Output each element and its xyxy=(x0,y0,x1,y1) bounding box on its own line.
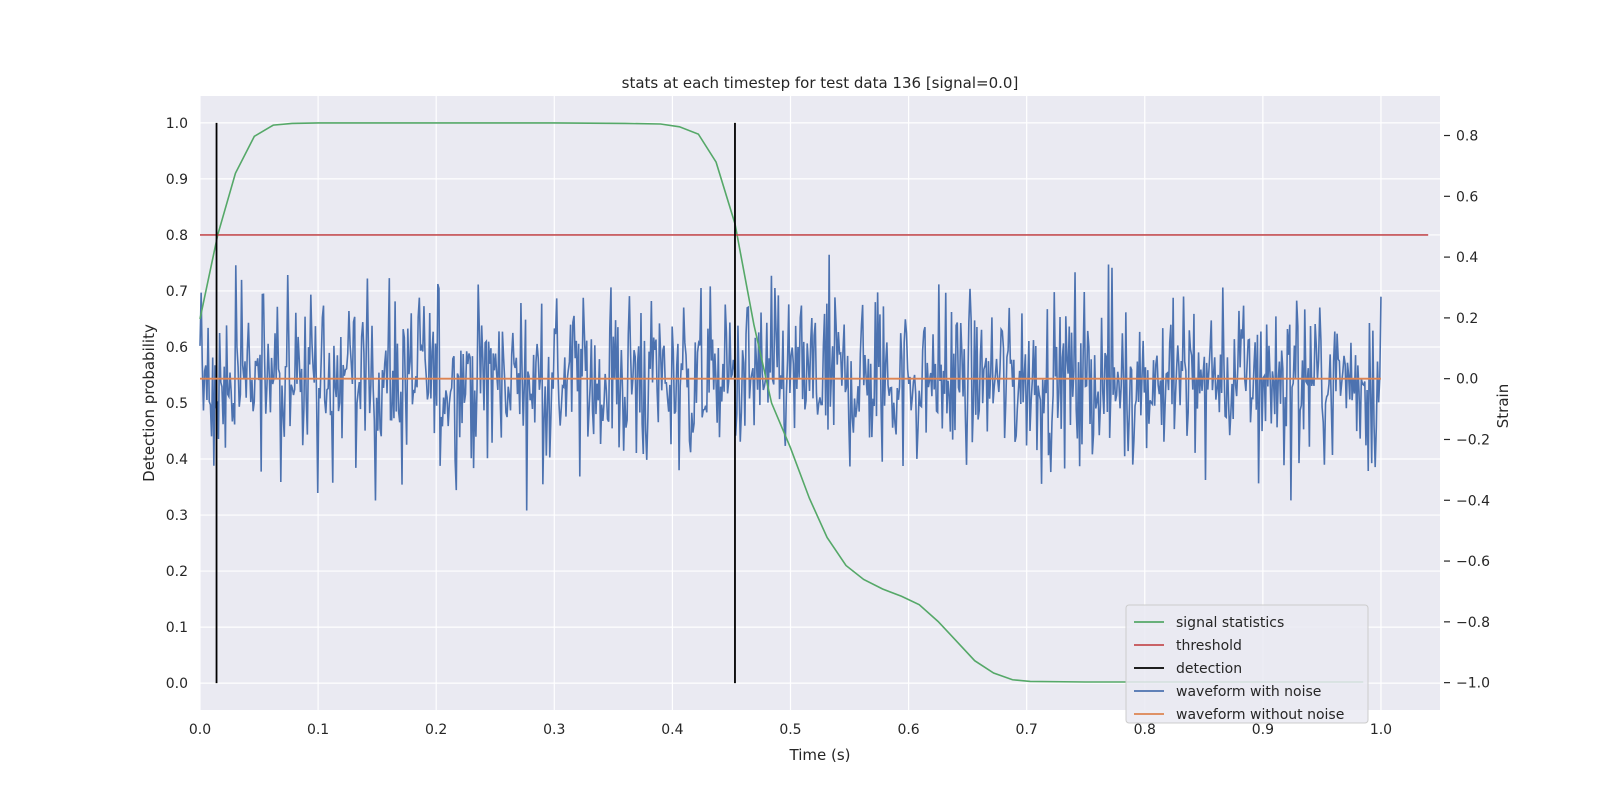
x-tick-label: 0.9 xyxy=(1252,722,1274,738)
right-axis-ticks: −1.0 −0.8 −0.6 −0.4 −0.2 0.0 0.2 0.4 0.6 0.8 xyxy=(1444,129,1490,692)
y-tick-label-right: 0.2 xyxy=(1456,311,1478,327)
y-tick-label-right: −0.8 xyxy=(1456,615,1490,631)
legend-box xyxy=(1125,604,1369,724)
x-tick-label: 0.3 xyxy=(543,722,565,738)
x-tick-label: 0.2 xyxy=(425,722,447,738)
x-tick-label: 0.5 xyxy=(779,722,801,738)
waveform-with-noise-line xyxy=(199,254,1382,511)
y-tick-label-right: −0.2 xyxy=(1456,432,1490,448)
legend-label-waveform-without-noise: waveform without noise xyxy=(1176,707,1344,723)
legend-label-detection: detection xyxy=(1176,661,1242,677)
y-tick-label-left: 0.4 xyxy=(166,452,188,468)
x-tick-label: 0.4 xyxy=(661,722,683,738)
x-tick-label: 0.6 xyxy=(897,722,919,738)
y-tick-label-left: 0.1 xyxy=(166,620,188,636)
y-axis-label-left: Detection probability xyxy=(140,324,158,482)
y-tick-label-right: 0.4 xyxy=(1456,250,1478,266)
y-tick-label-right: 0.8 xyxy=(1456,129,1478,145)
left-axis-ticks: 0.0 0.1 0.2 0.3 0.4 0.5 0.6 0.7 0.8 0.9 1.0 xyxy=(166,116,188,692)
detection-layer xyxy=(215,122,736,684)
legend-label-signal-statistics: signal statistics xyxy=(1176,615,1284,631)
y-tick-label-left: 0.0 xyxy=(166,676,188,692)
x-axis-ticks: 0.0 0.1 0.2 0.3 0.4 0.5 0.6 0.7 0.8 0.9 1.0 xyxy=(189,722,1392,738)
y-tick-label-left: 1.0 xyxy=(166,116,188,132)
y-tick-label-right: 0.0 xyxy=(1456,372,1478,388)
legend-label-threshold: threshold xyxy=(1176,638,1242,654)
y-tick-label-right: −1.0 xyxy=(1456,676,1490,692)
y-tick-label-right: −0.4 xyxy=(1456,493,1490,509)
y-axis-label-right: Strain xyxy=(1494,384,1512,428)
x-tick-label: 0.7 xyxy=(1016,722,1038,738)
x-tick-label: 1.0 xyxy=(1370,722,1392,738)
x-tick-label: 0.0 xyxy=(189,722,211,738)
chart-title: stats at each timestep for test data 136… xyxy=(622,74,1019,92)
y-tick-label-right: −0.6 xyxy=(1456,554,1490,570)
y-tick-label-left: 0.5 xyxy=(166,396,188,412)
y-tick-label-left: 0.3 xyxy=(166,508,188,524)
y-tick-label-left: 0.6 xyxy=(166,340,188,356)
signal-statistics-line xyxy=(199,122,1364,683)
x-tick-label: 0.8 xyxy=(1134,722,1156,738)
signal-statistics-layer xyxy=(199,122,1364,683)
y-tick-label-left: 0.8 xyxy=(166,228,188,244)
y-tick-label-left: 0.2 xyxy=(166,564,188,580)
waveform-with-noise-layer xyxy=(199,254,1382,511)
y-tick-label-right: 0.6 xyxy=(1456,189,1478,205)
legend-label-waveform-with-noise: waveform with noise xyxy=(1176,684,1321,700)
legend: signal statistics threshold detection wavef… xyxy=(1125,604,1369,724)
y-tick-label-left: 0.9 xyxy=(166,172,188,188)
y-tick-label-left: 0.7 xyxy=(166,284,188,300)
x-tick-label: 0.1 xyxy=(307,722,329,738)
x-axis-label: Time (s) xyxy=(789,746,851,764)
